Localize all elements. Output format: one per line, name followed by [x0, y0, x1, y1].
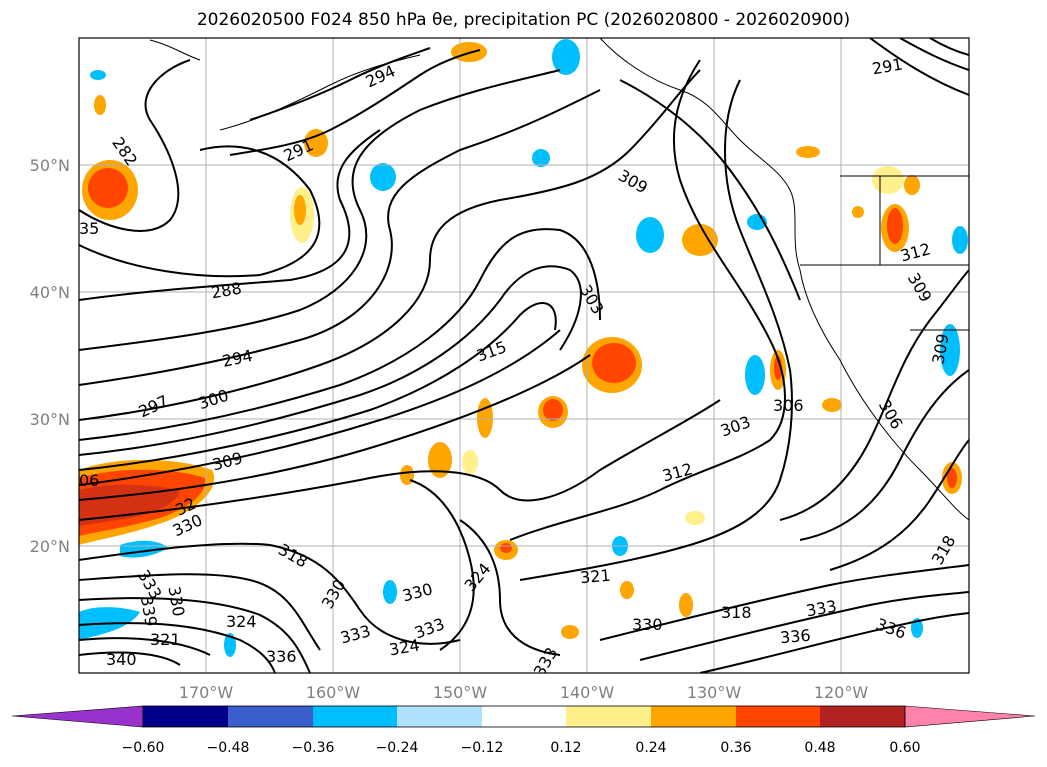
chart-title: 2026020500 F024 850 hPa θe, precipitatio…	[196, 10, 851, 30]
colorbar-tick-label: 0.24	[635, 740, 666, 756]
colorbar-segment	[143, 706, 228, 727]
lat-label: 20°N	[30, 537, 70, 556]
contour-label: 336	[779, 626, 811, 648]
contour-label: 306	[773, 396, 804, 415]
colorbar-tick-label: 0.12	[550, 740, 581, 756]
contour-label: 336	[266, 647, 297, 666]
colorbar-segment	[482, 706, 566, 727]
lon-label: 140°W	[560, 683, 615, 702]
colorbar-tick-label: −0.60	[122, 740, 165, 756]
colorbar-extend-high	[904, 705, 1036, 728]
colorbar: −0.60 −0.48 −0.36 −0.24 −0.12 0.12 0.24 …	[11, 705, 1036, 756]
colorbar-extend-low	[11, 705, 144, 728]
contour-label: 324	[226, 612, 257, 631]
lat-label: 30°N	[30, 410, 70, 429]
colorbar-segment	[397, 706, 482, 727]
lon-label: 120°W	[814, 683, 869, 702]
contour-label: 340	[106, 650, 137, 669]
contour-label: 330	[632, 615, 663, 634]
map-area	[79, 38, 969, 673]
lon-label: 150°W	[433, 683, 488, 702]
lat-label: 50°N	[30, 156, 70, 175]
map-frame	[78, 37, 970, 674]
gridlines	[79, 38, 969, 673]
lon-label: 130°W	[687, 683, 742, 702]
colorbar-tick-label: 0.36	[720, 740, 751, 756]
contour-label: 06	[79, 471, 99, 490]
colorbar-tick-label: 0.48	[804, 740, 835, 756]
contour-label: 318	[721, 603, 752, 622]
colorbar-tick-label: −0.48	[207, 740, 250, 756]
contour-label: 321	[150, 630, 181, 649]
lon-label: 170°W	[179, 683, 234, 702]
colorbar-tick-label: −0.24	[376, 740, 419, 756]
lon-label: 160°W	[306, 683, 361, 702]
colorbar-tick-label: −0.36	[292, 740, 335, 756]
contour-label: 35	[79, 219, 99, 238]
colorbar-segment	[820, 706, 905, 727]
lat-label: 40°N	[30, 283, 70, 302]
theta-e-contours	[79, 38, 969, 673]
contour-label: 321	[579, 566, 611, 588]
lat-axis: 50°N 40°N 30°N 20°N	[30, 156, 70, 556]
colorbar-segment	[566, 706, 651, 727]
colorbar-tick-label: 0.60	[889, 740, 920, 756]
colorbar-segment	[228, 706, 313, 727]
colorbar-segment	[736, 706, 820, 727]
coastlines	[149, 38, 969, 521]
colorbar-segment	[313, 706, 397, 727]
colorbar-tick-label: −0.12	[461, 740, 504, 756]
lon-axis: 170°W 160°W 150°W 140°W 130°W 120°W	[179, 683, 869, 702]
colorbar-segment	[651, 706, 736, 727]
